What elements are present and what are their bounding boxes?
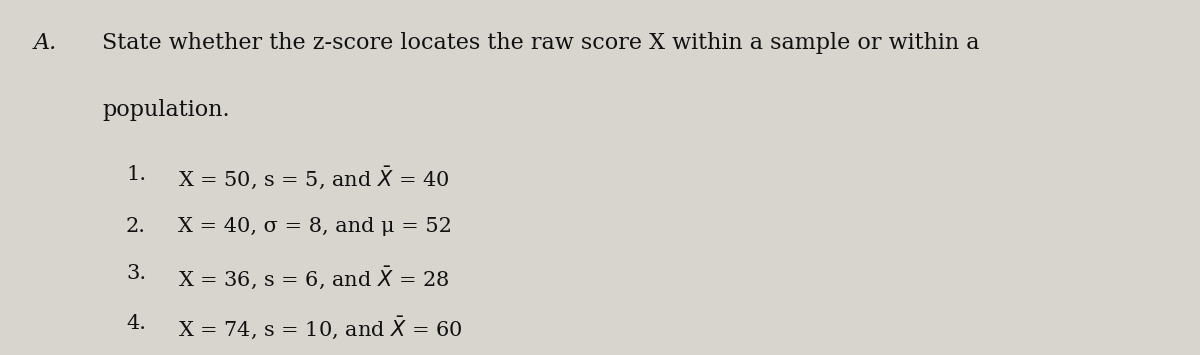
Text: X = 74, s = 10, and $\bar{X}$ = 60: X = 74, s = 10, and $\bar{X}$ = 60 <box>178 314 462 340</box>
Text: X = 40, σ = 8, and μ = 52: X = 40, σ = 8, and μ = 52 <box>178 217 451 236</box>
Text: 3.: 3. <box>126 264 146 284</box>
Text: State whether the z-score locates the raw score X within a sample or within a: State whether the z-score locates the ra… <box>102 32 979 54</box>
Text: population.: population. <box>102 99 229 121</box>
Text: A.: A. <box>34 32 56 54</box>
Text: X = 50, s = 5, and $\bar{X}$ = 40: X = 50, s = 5, and $\bar{X}$ = 40 <box>178 165 449 191</box>
Text: 2.: 2. <box>126 217 146 236</box>
Text: X = 36, s = 6, and $\bar{X}$ = 28: X = 36, s = 6, and $\bar{X}$ = 28 <box>178 264 449 291</box>
Text: 4.: 4. <box>126 314 146 333</box>
Text: 1.: 1. <box>126 165 146 184</box>
